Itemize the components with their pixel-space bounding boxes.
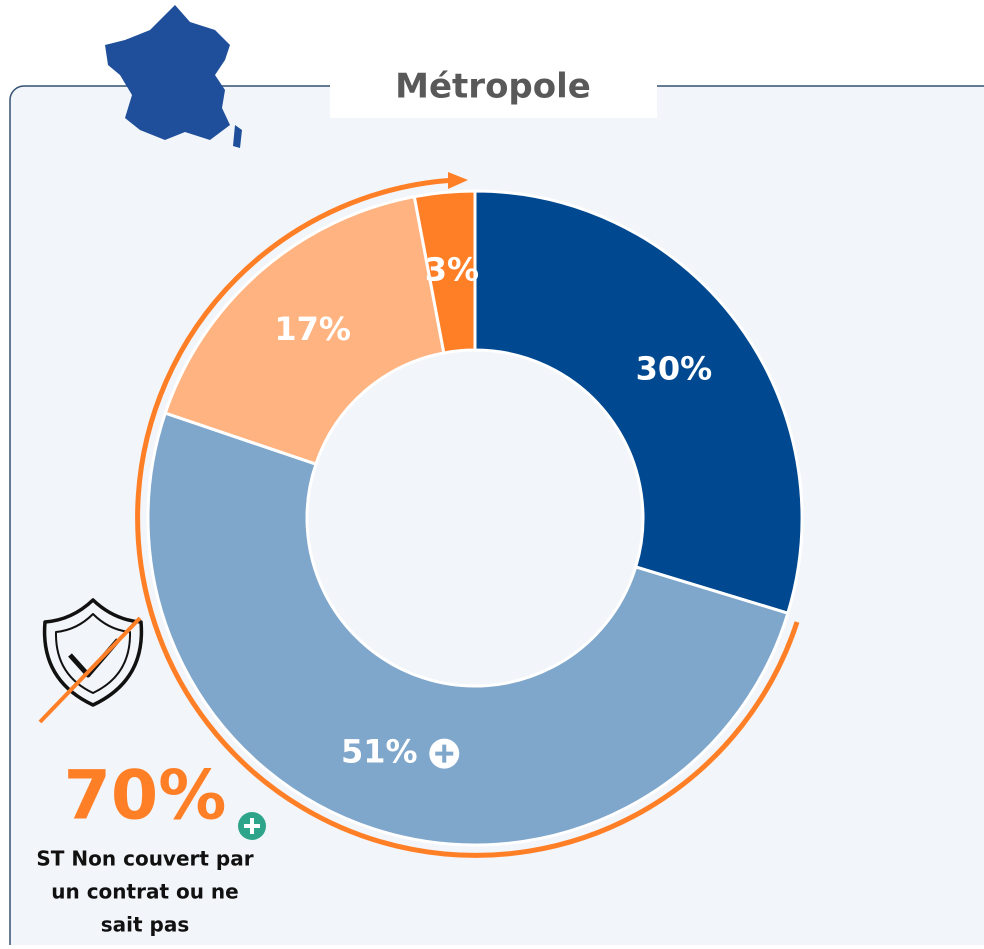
value-label: 3% [425, 251, 479, 289]
big-figure: 70% [64, 757, 227, 836]
arrow-head [448, 172, 468, 189]
pie-slice [163, 194, 446, 467]
strike-line [38, 616, 142, 724]
plus-sign [244, 818, 260, 834]
chart-title: Métropole [395, 67, 591, 107]
note: ST Non couvert par [36, 847, 253, 871]
value-label: 17% [274, 310, 351, 348]
title-box [330, 58, 657, 118]
pie-slice [146, 411, 790, 847]
note: sait pas [101, 913, 190, 937]
value-label: 30% [636, 350, 713, 388]
pie: 30% 51% 17% 3% [146, 189, 804, 847]
note: un contrat ou ne [51, 880, 238, 904]
pie-slice [412, 189, 477, 355]
pie-slice [473, 189, 804, 616]
plus-sign [435, 744, 454, 763]
france-map [105, 5, 242, 148]
value-label: 51% [341, 733, 418, 771]
bracket-arc [135, 177, 800, 858]
